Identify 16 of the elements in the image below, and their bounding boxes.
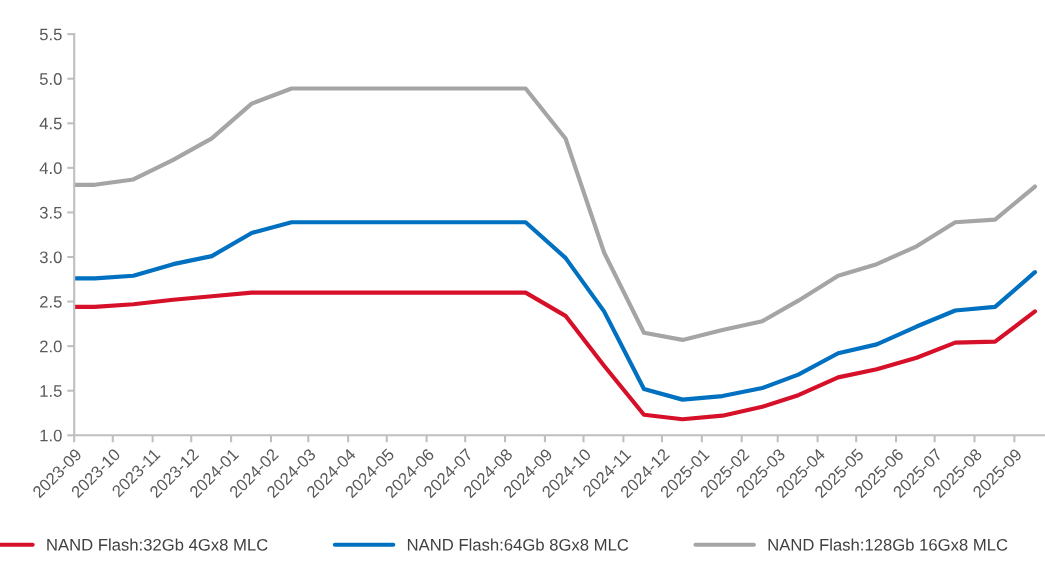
y-tick-label: 2.5 [40,295,62,308]
legend-label: NAND Flash:32Gb 4Gx8 MLC [47,538,268,551]
y-tick-label: 5.5 [39,28,62,41]
y-tick-label: 5.0 [39,73,62,85]
y-tick-label: 1.5 [40,385,62,397]
y-tick-label: 1.0 [40,429,62,442]
y-tick-label: 4.5 [39,117,62,130]
line-series [74,86,1038,342]
y-tick-label: 3.0 [39,251,62,264]
legend-label: NAND Flash:64Gb 8Gx8 MLC [407,538,629,551]
y-tick-label: 4.0 [39,162,62,175]
line-series [74,220,1038,402]
y-tick-label: 2.0 [40,340,62,353]
line-series [74,290,1038,422]
legend-label: NAND Flash:128Gb 16Gx8 MLC [768,538,1008,551]
y-tick-label: 3.5 [39,206,62,219]
